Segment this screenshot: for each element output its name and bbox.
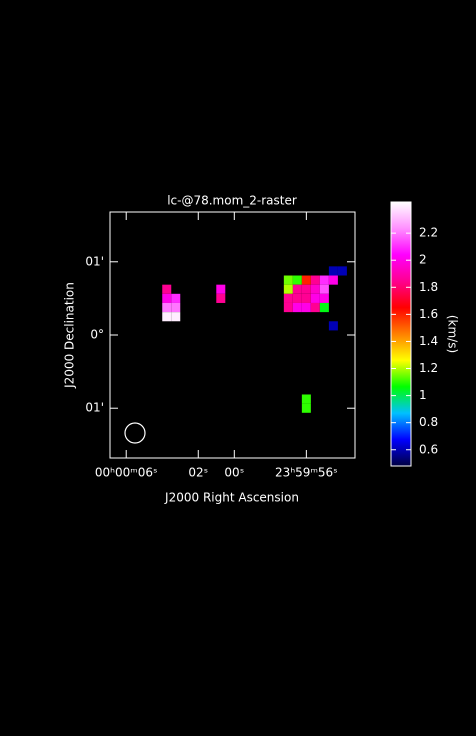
- raster-cell: [301, 293, 311, 303]
- raster-cell: [162, 302, 172, 313]
- raster-cell: [328, 266, 338, 276]
- colorbar-tick-label: 1.6: [419, 307, 438, 321]
- colorbar-tick-label: 2.2: [419, 226, 438, 240]
- x-tick-label: 00ˢ: [224, 466, 244, 480]
- beam: [124, 422, 146, 444]
- raster-cell: [283, 293, 293, 303]
- raster-cell: [301, 394, 311, 404]
- raster-cell: [171, 302, 181, 313]
- raster-cell: [301, 284, 311, 294]
- raster-cell: [310, 284, 320, 294]
- y-tick-label: 0°: [90, 328, 104, 342]
- raster-cell: [319, 302, 329, 313]
- raster-cell: [283, 275, 293, 285]
- colorbar-tick-label: 0.8: [419, 415, 438, 429]
- raster-cell: [328, 321, 338, 331]
- raster-cell: [171, 293, 181, 303]
- raster-cell: [216, 284, 226, 294]
- y-tick-label: 01': [85, 254, 104, 268]
- raster-cell: [319, 275, 329, 285]
- raster-cell: [301, 302, 311, 313]
- colorbar-tick-label: 1: [419, 388, 427, 402]
- raster-cell: [171, 312, 181, 322]
- raster-cell: [301, 275, 311, 285]
- raster-cell: [292, 275, 302, 285]
- raster-cell: [162, 312, 172, 322]
- raster-cell: [310, 293, 320, 303]
- y-axis-label: J2000 Declination: [63, 282, 77, 389]
- raster-cell: [283, 302, 293, 313]
- raster-cell: [292, 293, 302, 303]
- colorbar-tick-label: 1.4: [419, 334, 438, 348]
- raster-cell: [310, 302, 320, 313]
- raster-cell: [283, 284, 293, 294]
- raster-cell: [216, 293, 226, 303]
- colorbar-tick-label: 0.6: [419, 442, 438, 456]
- raster-cell: [292, 284, 302, 294]
- plot-frame: [109, 211, 356, 459]
- colorbar-label: (km/s): [446, 315, 460, 353]
- y-tick-label: 01': [85, 401, 104, 415]
- chart-title: lc-@78.mom_2-raster: [167, 194, 297, 208]
- x-tick-label: 00ʰ00ᵐ06ˢ: [95, 466, 158, 480]
- x-tick-label: 23ʰ59ᵐ56ˢ: [275, 466, 338, 480]
- colorbar-tick-label: 2: [419, 253, 427, 267]
- raster-cell: [292, 302, 302, 313]
- colorbar: [390, 201, 412, 467]
- raster-cell: [301, 403, 311, 413]
- raster-cell: [162, 293, 172, 303]
- raster-cell: [162, 284, 172, 294]
- x-tick-label: 02ˢ: [188, 466, 208, 480]
- raster-cell: [337, 266, 347, 276]
- raster-cell: [319, 293, 329, 303]
- x-axis-label: J2000 Right Ascension: [164, 491, 299, 505]
- colorbar-tick-label: 1.8: [419, 280, 438, 294]
- raster-cell: [319, 284, 329, 294]
- raster-cell: [310, 275, 320, 285]
- colorbar-tick-label: 1.2: [419, 361, 438, 375]
- raster-cell: [328, 275, 338, 285]
